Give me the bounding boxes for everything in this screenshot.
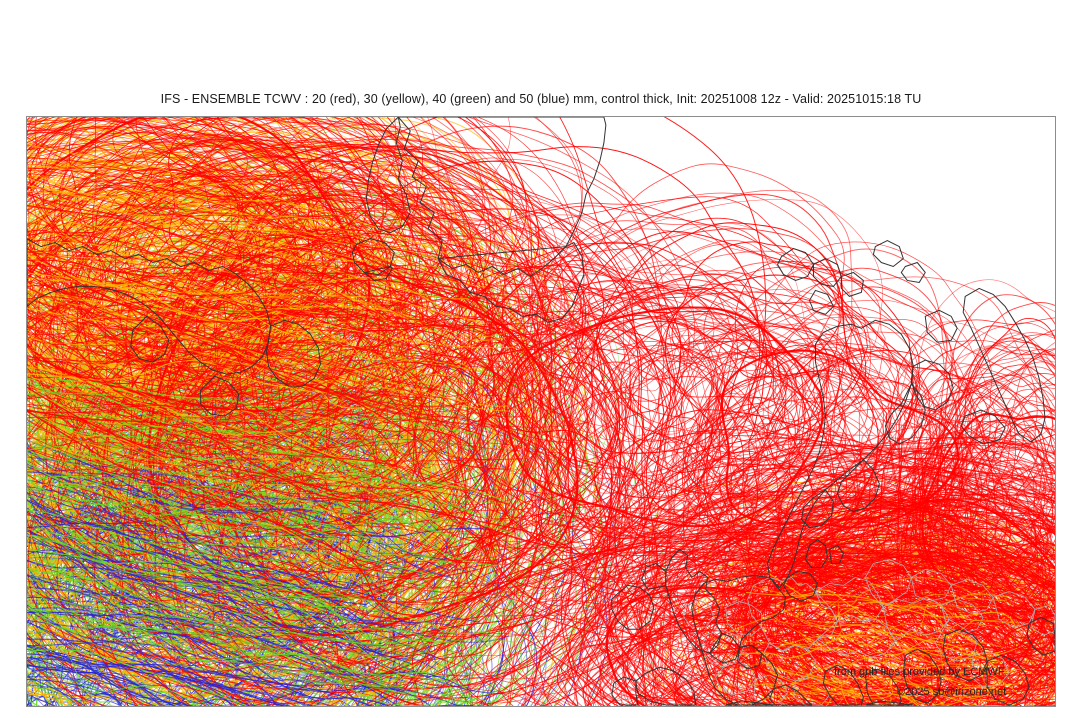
map-plot-area <box>26 116 1056 707</box>
chart-title: IFS - ENSEMBLE TCWV : 20 (red), 30 (yell… <box>26 92 1056 106</box>
spaghetti-contour-map <box>27 117 1055 706</box>
